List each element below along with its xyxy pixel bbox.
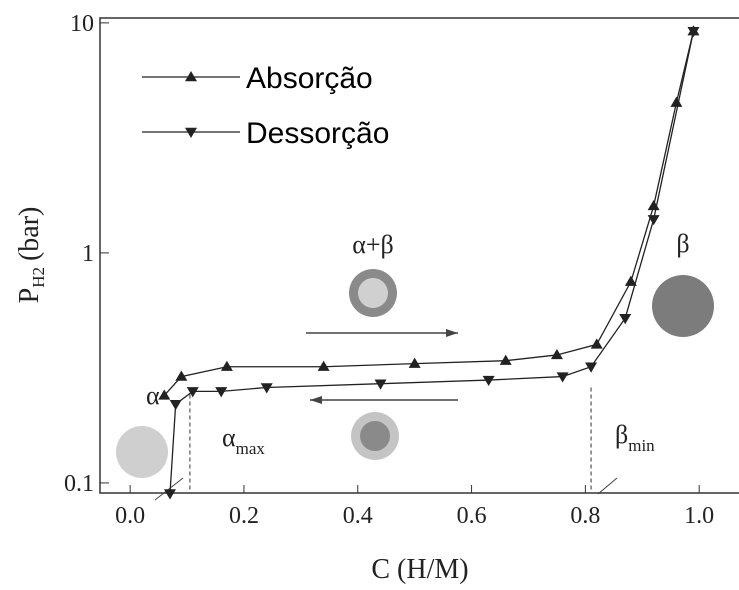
annotation-sub: max (236, 439, 266, 458)
y-tick-label: 0.1 (64, 471, 94, 497)
marker (169, 399, 182, 411)
annotation-main: α (222, 423, 236, 452)
x-tick-label: 0.2 (229, 503, 259, 529)
marker (317, 360, 330, 371)
marker (590, 338, 603, 349)
annotation: α (146, 381, 160, 410)
marker (220, 360, 233, 371)
phase-icon (360, 421, 390, 451)
marker (163, 489, 176, 500)
y-label-main: P (14, 288, 45, 304)
x-tick-label: 0.0 (115, 503, 145, 529)
x-tick-label: 0.4 (343, 503, 373, 529)
arrow (154, 477, 184, 501)
y-tick-label: 1 (82, 241, 94, 267)
marker (260, 383, 273, 394)
x-tick-label: 1.0 (684, 503, 714, 529)
plot-frame (99, 17, 739, 494)
marker (482, 375, 495, 387)
arrow-head (446, 329, 458, 337)
marker (175, 370, 188, 381)
marker (499, 354, 512, 365)
phase-icon (116, 426, 168, 478)
phase-icon (358, 278, 388, 308)
marker (556, 372, 569, 383)
marker (619, 314, 632, 325)
marker (185, 71, 197, 82)
annotation: αmax (222, 423, 265, 458)
series-line (163, 31, 695, 396)
annotation-main: β (615, 420, 628, 449)
legend-label: Dessorção (246, 117, 389, 150)
arrow-head (310, 396, 322, 404)
marker (158, 389, 171, 400)
y-label-sub: H2 (29, 267, 48, 288)
marker (215, 387, 228, 398)
marker (687, 27, 700, 38)
phase-icon (652, 275, 714, 337)
x-axis-label: C (H/M) (371, 554, 468, 585)
marker (185, 127, 197, 138)
marker (408, 357, 421, 368)
x-tick-label: 0.8 (570, 503, 600, 529)
series-line (169, 31, 695, 494)
annotation-sub: min (628, 436, 655, 455)
marker (585, 362, 598, 373)
marker (624, 275, 637, 286)
y-label-unit: (bar) (14, 207, 45, 261)
marker (186, 387, 199, 398)
legend-label: Absorção (246, 62, 373, 95)
x-tick-label: 0.6 (457, 503, 487, 529)
arrow (597, 477, 618, 495)
annotation: β (676, 229, 689, 258)
marker (670, 96, 683, 107)
marker (550, 348, 563, 360)
y-axis-label: PH2 (bar) (14, 207, 48, 304)
y-tick-label: 10 (70, 11, 94, 37)
marker (374, 379, 387, 390)
annotation: βmin (615, 420, 655, 455)
marker (647, 215, 660, 226)
annotation: α+β (352, 230, 394, 259)
